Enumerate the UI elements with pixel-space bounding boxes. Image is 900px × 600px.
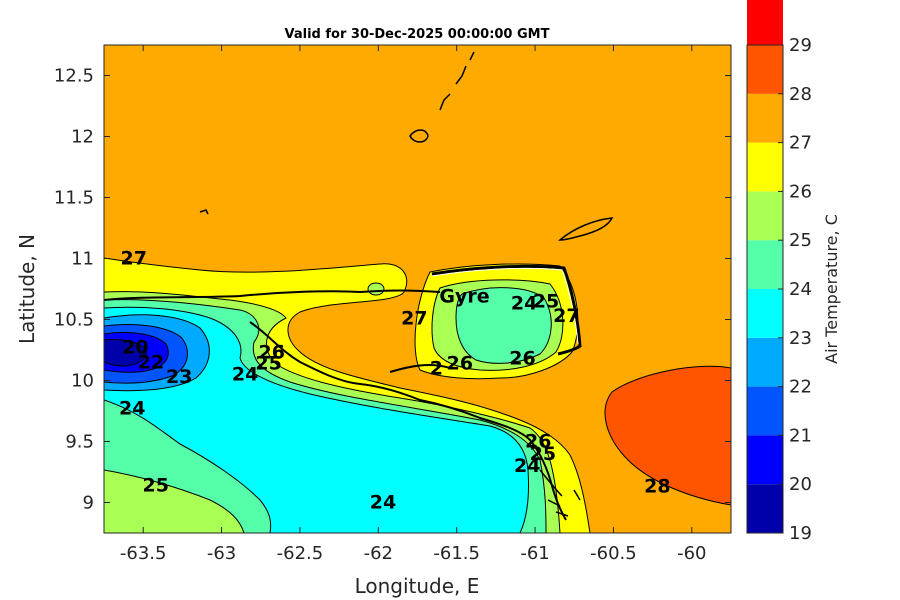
contour-label: 28 <box>644 476 670 498</box>
contour-label: 24 <box>370 492 396 514</box>
contour-label: 24 <box>514 455 540 477</box>
contour-label: 25 <box>533 290 559 312</box>
contour-label: 24 <box>232 364 258 386</box>
gyre-annotation: Gyre <box>439 285 489 307</box>
colorbar-segment <box>747 484 783 533</box>
y-tick-label: 11.5 <box>54 188 94 209</box>
x-tick-label: -61.5 <box>433 543 480 564</box>
chart-title: Valid for 30-Dec-2025 00:00:00 GMT <box>285 27 550 42</box>
colorbar-segment <box>747 191 783 241</box>
colorbar-tick-label: 23 <box>789 328 812 349</box>
coast-trinidad-inner <box>431 267 579 345</box>
colorbar-segment <box>747 142 783 192</box>
y-tick-label: 10.5 <box>54 310 94 331</box>
coast-gulf-south <box>389 364 451 373</box>
contour-label: 25 <box>255 353 281 375</box>
colorbar-tick-label: 28 <box>789 84 812 105</box>
x-axis-label: Longitude, E <box>355 574 480 598</box>
contour-label: 26 <box>525 431 551 453</box>
contour-label: 27 <box>553 305 579 327</box>
coast-venezuela-north <box>104 289 441 301</box>
coast-tobago <box>557 217 614 241</box>
y-tick-label: 12 <box>71 127 94 148</box>
x-tick-label: -63 <box>207 543 236 564</box>
contour-label: 26 <box>258 342 284 364</box>
colorbar-segment <box>747 289 783 338</box>
x-tick-label: -61 <box>520 543 549 564</box>
contour-label: 20 <box>122 337 148 359</box>
colorbar-tick-label: 24 <box>789 279 812 300</box>
x-tick-label: -62.5 <box>277 543 324 564</box>
coast-trinidad <box>431 264 582 356</box>
colorbar-tick-label: 20 <box>789 474 812 495</box>
colorbar-segment <box>747 435 783 485</box>
colorbar-segment <box>747 337 783 387</box>
coast-islet-west <box>199 209 209 215</box>
contour-label: 23 <box>166 366 192 388</box>
contour-label: 25 <box>530 443 556 465</box>
colorbar-label: Air Temperature, C <box>822 214 841 364</box>
contour-label: 25 <box>143 475 169 497</box>
x-tick-label: -60.5 <box>590 543 637 564</box>
colorbar-tick-label: 22 <box>789 377 812 398</box>
colorbar-segment <box>747 93 783 143</box>
filled-contours <box>104 45 731 533</box>
x-tick-label: -63.5 <box>120 543 167 564</box>
field-24-25-southwest <box>104 469 245 533</box>
x-tick-label: -62 <box>364 543 393 564</box>
contour-label: 2 <box>430 357 443 379</box>
colorbar-tick-label: 29 <box>789 35 812 56</box>
y-axis-label: Latitude, N <box>15 234 39 344</box>
field-small-blob <box>367 282 385 296</box>
y-tick-label: 10 <box>71 371 94 392</box>
y-tick-label: 9.5 <box>65 432 94 453</box>
colorbar-segment <box>747 240 783 289</box>
field-min <box>104 339 147 367</box>
contour-label: 22 <box>138 351 164 373</box>
y-tick-label: 12.5 <box>54 66 94 87</box>
colorbar-tick-label: 21 <box>789 425 812 446</box>
colorbar: 19 20 21 22 23 24 25 26 27 28 29 <box>746 0 812 544</box>
colorbar-tick-label: 27 <box>789 133 812 154</box>
colorbar-tick-label: 26 <box>789 181 812 202</box>
field-27-28-patch <box>604 365 731 506</box>
colorbar-segment <box>747 386 783 436</box>
coast-grenadines <box>439 51 475 111</box>
coast-paria <box>249 321 567 521</box>
x-tick-label: -60 <box>677 543 706 564</box>
contour-label: 27 <box>121 248 147 270</box>
contour-label: 26 <box>509 348 535 370</box>
colorbar-tick-label: 19 <box>789 523 812 544</box>
y-tick-label: 9 <box>83 493 94 514</box>
coastlines <box>104 51 614 521</box>
y-axis: 9 9.5 10 10.5 11 11.5 12 12.5 <box>54 66 731 514</box>
colorbar-segment <box>747 45 783 94</box>
contour-label: 26 <box>447 353 473 375</box>
contour-label: 24 <box>511 293 537 315</box>
colorbar-segment <box>747 0 783 45</box>
coast-delta <box>539 469 581 517</box>
contour-label: 27 <box>401 307 427 329</box>
colorbar-tick-label: 25 <box>789 230 812 251</box>
field-23-24-gyre <box>455 287 552 364</box>
x-axis: -63.5 -63 -62.5 -62 -61.5 -61 -60.5 -60 <box>120 45 707 564</box>
plot-frame <box>103 44 732 534</box>
y-tick-label: 11 <box>71 249 94 270</box>
coast-grenada <box>409 129 429 143</box>
contour-label: 24 <box>119 398 145 420</box>
